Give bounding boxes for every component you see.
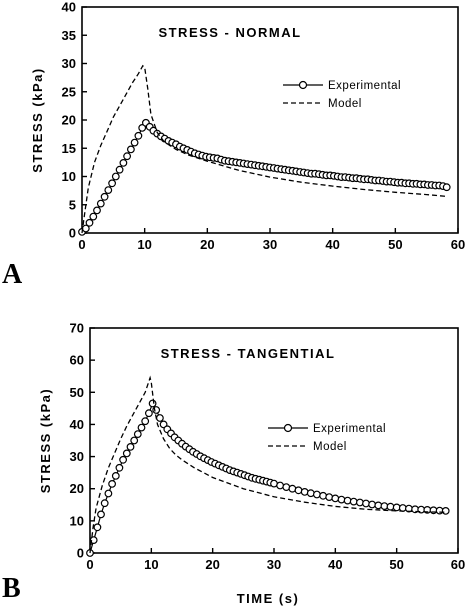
experimental-data-point bbox=[108, 480, 116, 488]
y-tick-label: 0 bbox=[69, 226, 76, 241]
legend-experimental-marker bbox=[298, 80, 308, 90]
experimental-data-point bbox=[115, 463, 124, 472]
experimental-data-point bbox=[356, 498, 364, 507]
experimental-data-point bbox=[325, 493, 334, 502]
experimental-data-point bbox=[104, 489, 113, 498]
experimental-data-point bbox=[100, 499, 109, 508]
experimental-data-point bbox=[148, 399, 157, 408]
experimental-data-point bbox=[93, 206, 101, 215]
x-tick-label: 50 bbox=[389, 557, 403, 572]
experimental-data-point bbox=[141, 417, 150, 426]
experimental-data-point bbox=[96, 199, 105, 208]
x-tick-label: 10 bbox=[137, 237, 151, 252]
x-tick-label: 40 bbox=[328, 557, 342, 572]
experimental-data-point bbox=[276, 481, 285, 490]
experimental-data-point bbox=[126, 145, 135, 154]
y-tick-label: 50 bbox=[70, 385, 84, 400]
experimental-data-point bbox=[122, 449, 131, 458]
model-series-line bbox=[81, 64, 446, 234]
experimental-data-point bbox=[104, 186, 113, 195]
y-tick-label: 40 bbox=[62, 0, 76, 15]
y-tick-label: 20 bbox=[62, 113, 76, 128]
chart-title: STRESS - TANGENTIAL bbox=[161, 346, 336, 361]
y-tick-label: 5 bbox=[69, 197, 76, 212]
y-tick-label: 60 bbox=[70, 353, 84, 368]
x-tick-label: 30 bbox=[267, 557, 281, 572]
model-series-line bbox=[89, 375, 446, 554]
experimental-data-point bbox=[97, 510, 105, 519]
y-tick-label: 40 bbox=[70, 417, 84, 432]
legend-entry: Experimental bbox=[313, 423, 386, 435]
experimental-data-point bbox=[306, 489, 315, 498]
experimental-data-point bbox=[138, 123, 147, 132]
legend-entry: Experimental bbox=[328, 80, 401, 92]
y-tick-label: 10 bbox=[62, 169, 76, 184]
experimental-data-point bbox=[126, 443, 135, 451]
y-tick-label: 15 bbox=[62, 141, 76, 156]
x-tick-label: 0 bbox=[86, 557, 93, 572]
y-tick-label: 10 bbox=[70, 513, 84, 528]
experimental-data-point bbox=[155, 414, 164, 422]
experimental-data-point bbox=[331, 494, 340, 503]
y-axis-label: STRESS (kPa) bbox=[38, 388, 53, 493]
experimental-data-point bbox=[294, 486, 303, 495]
panel-label: B bbox=[2, 573, 21, 604]
x-tick-label: 60 bbox=[451, 557, 465, 572]
y-tick-label: 35 bbox=[62, 28, 76, 43]
legend-entry: Model bbox=[328, 98, 362, 110]
experimental-data-point bbox=[123, 152, 131, 161]
x-tick-label: 40 bbox=[325, 237, 339, 252]
experimental-data-point bbox=[442, 183, 451, 192]
legend-entry: Model bbox=[313, 441, 347, 453]
experimental-data-point bbox=[89, 212, 98, 221]
experimental-data-point bbox=[130, 436, 139, 445]
experimental-data-point bbox=[137, 423, 146, 432]
experimental-data-point bbox=[349, 497, 358, 506]
experimental-data-point bbox=[343, 496, 352, 505]
experimental-data-point bbox=[85, 218, 94, 227]
y-tick-label: 30 bbox=[62, 56, 76, 71]
experimental-data-point bbox=[144, 409, 153, 418]
y-tick-label: 25 bbox=[62, 84, 76, 99]
x-tick-label: 0 bbox=[78, 237, 85, 252]
experimental-data-point bbox=[130, 138, 139, 147]
experimental-data-point bbox=[93, 523, 102, 532]
experimental-data-point bbox=[134, 131, 143, 140]
x-tick-label: 10 bbox=[144, 557, 158, 572]
x-axis-label: TIME (s) bbox=[237, 591, 300, 606]
experimental-data-point bbox=[115, 165, 124, 174]
y-tick-label: 0 bbox=[77, 546, 84, 561]
experimental-data-point bbox=[89, 536, 98, 544]
experimental-data-point bbox=[337, 495, 346, 504]
experimental-data-point bbox=[319, 491, 328, 500]
y-axis-label: STRESS (kPa) bbox=[30, 67, 45, 172]
y-tick-label: 20 bbox=[70, 481, 84, 496]
experimental-data-point bbox=[441, 507, 450, 515]
experimental-data-point bbox=[386, 502, 395, 511]
legend-experimental-marker bbox=[283, 423, 293, 433]
experimental-data-point bbox=[368, 500, 377, 509]
experimental-data-point bbox=[100, 192, 109, 201]
x-tick-label: 20 bbox=[205, 557, 219, 572]
experimental-data-point bbox=[300, 488, 309, 496]
plot-frame bbox=[81, 6, 459, 234]
panel-label: A bbox=[2, 259, 23, 290]
experimental-data-point bbox=[362, 499, 370, 508]
plot-frame bbox=[89, 327, 459, 554]
experimental-data-point bbox=[133, 430, 142, 439]
experimental-data-point bbox=[119, 158, 128, 167]
y-tick-label: 70 bbox=[70, 321, 84, 336]
experimental-data-point bbox=[313, 490, 321, 499]
x-tick-label: 50 bbox=[388, 237, 402, 252]
y-tick-label: 30 bbox=[70, 449, 84, 464]
experimental-data-point bbox=[119, 455, 127, 464]
experimental-data-point bbox=[111, 172, 120, 181]
chart-title: STRESS - NORMAL bbox=[158, 25, 301, 40]
x-tick-label: 60 bbox=[451, 237, 465, 252]
x-tick-label: 20 bbox=[200, 237, 214, 252]
experimental-data-point bbox=[111, 472, 120, 480]
x-tick-label: 30 bbox=[263, 237, 277, 252]
experimental-data-point bbox=[108, 179, 116, 188]
